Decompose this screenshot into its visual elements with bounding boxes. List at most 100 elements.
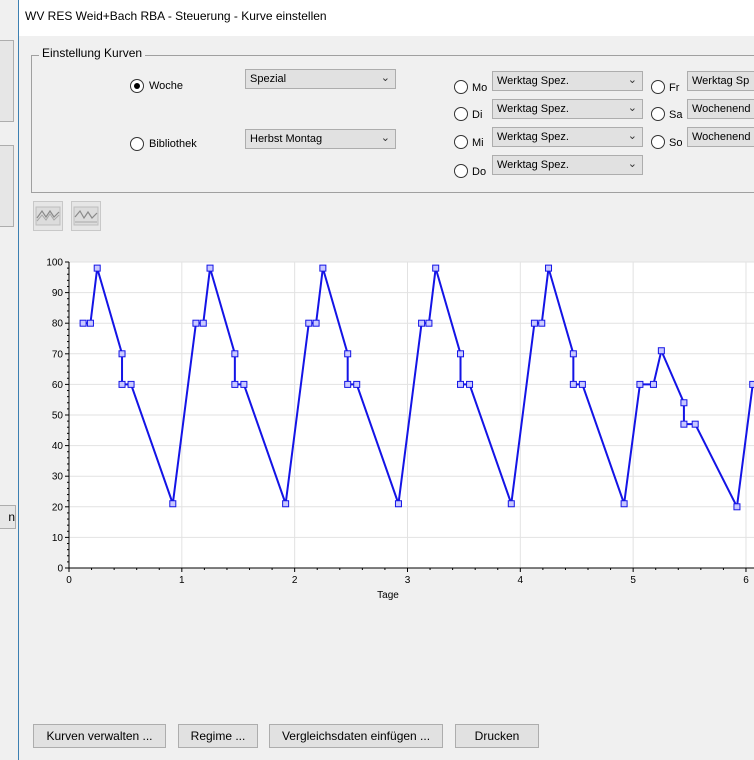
- data-point: [312, 319, 320, 327]
- day-label-fr: Fr: [669, 82, 680, 94]
- day-select-sa[interactable]: Wochenend: [687, 99, 754, 119]
- data-point: [432, 264, 440, 272]
- data-point: [240, 380, 248, 388]
- day-radio-di[interactable]: [454, 107, 468, 121]
- y-tick-label: 100: [46, 258, 63, 269]
- woche-radio[interactable]: [130, 79, 144, 93]
- curve-chart: 0 10 20 30 40 50 60 70 80 90 100 0 1 2 3 4 5 6 Tage: [46, 258, 754, 601]
- woche-label: Woche: [149, 80, 184, 92]
- day-select-do[interactable]: Werktag Spez. ⌄: [492, 155, 643, 175]
- einstellung-kurven-group: [31, 55, 754, 193]
- woche-select[interactable]: Spezial ⌄: [245, 69, 396, 89]
- curve-tool-button[interactable]: [33, 201, 63, 231]
- data-point: [319, 264, 327, 272]
- data-point: [569, 350, 577, 358]
- day-label-sa: Sa: [669, 109, 683, 121]
- data-point: [578, 380, 586, 388]
- data-point: [394, 500, 402, 508]
- data-point: [93, 264, 101, 272]
- data-point: [507, 500, 515, 508]
- day-radio-fr[interactable]: [651, 80, 665, 94]
- woche-select-value: Spezial: [250, 73, 287, 85]
- title-bar[interactable]: WV RES Weid+Bach RBA - Steuerung - Kurve…: [19, 0, 754, 36]
- curve-compare-icon: [73, 206, 99, 226]
- bibliothek-radio[interactable]: [130, 137, 144, 151]
- data-point: [466, 380, 474, 388]
- data-point: [344, 350, 352, 358]
- bibliothek-select-value: Herbst Montag: [250, 133, 323, 145]
- data-point: [169, 500, 177, 508]
- chevron-down-icon: ⌄: [627, 130, 637, 142]
- kurven-verwalten-button[interactable]: Kurven verwalten ...: [33, 724, 166, 748]
- data-point: [530, 319, 538, 327]
- day-select-di[interactable]: Werktag Spez. ⌄: [492, 99, 643, 119]
- day-radio-mi[interactable]: [454, 135, 468, 149]
- data-point: [636, 380, 644, 388]
- day-radio-do[interactable]: [454, 164, 468, 178]
- data-point: [545, 264, 553, 272]
- data-point: [353, 380, 361, 388]
- x-tick-label: 3: [405, 575, 411, 586]
- group-title: Einstellung Kurven: [39, 46, 146, 60]
- chevron-down-icon: ⌄: [627, 158, 637, 170]
- background-window: n: [0, 0, 18, 760]
- data-point: [680, 399, 688, 407]
- background-button-label: n: [8, 510, 15, 524]
- day-select-value: Werktag Spez.: [497, 131, 569, 143]
- day-radio-so[interactable]: [651, 135, 665, 149]
- vergleichsdaten-button[interactable]: Vergleichsdaten einfügen ...: [269, 724, 443, 748]
- data-point: [657, 347, 665, 355]
- data-point: [231, 350, 239, 358]
- day-select-mo[interactable]: Werktag Spez. ⌄: [492, 71, 643, 91]
- x-tick-label: 2: [292, 575, 298, 586]
- curve-tool-icon: [35, 206, 61, 226]
- day-select-mi[interactable]: Werktag Spez. ⌄: [492, 127, 643, 147]
- data-point: [569, 380, 577, 388]
- day-select-value: Wochenend: [692, 103, 751, 115]
- bibliothek-select[interactable]: Herbst Montag ⌄: [245, 129, 396, 149]
- data-point: [691, 420, 699, 428]
- y-tick-label: 30: [52, 472, 64, 483]
- x-axis-label: Tage: [377, 590, 399, 601]
- chevron-down-icon: ⌄: [627, 102, 637, 114]
- chevron-down-icon: ⌄: [380, 72, 390, 84]
- data-point: [118, 380, 126, 388]
- bibliothek-label: Bibliothek: [149, 138, 197, 150]
- day-select-value: Werktag Spez.: [497, 103, 569, 115]
- day-label-so: So: [669, 137, 683, 149]
- day-select-value: Werktag Spez.: [497, 159, 569, 171]
- day-radio-mo[interactable]: [454, 80, 468, 94]
- day-select-value: Werktag Sp: [692, 75, 750, 87]
- day-select-so[interactable]: Wochenend: [687, 127, 754, 147]
- day-select-fr[interactable]: Werktag Sp: [687, 71, 754, 91]
- data-point: [344, 380, 352, 388]
- window-title: WV RES Weid+Bach RBA - Steuerung - Kurve…: [25, 9, 327, 23]
- day-label-mo: Mo: [472, 82, 488, 94]
- data-point: [206, 264, 214, 272]
- dialog-window: WV RES Weid+Bach RBA - Steuerung - Kurve…: [18, 0, 754, 760]
- data-point: [457, 350, 465, 358]
- y-tick-label: 60: [52, 380, 64, 391]
- background-button: [0, 145, 14, 227]
- day-radio-sa[interactable]: [651, 107, 665, 121]
- data-point: [199, 319, 207, 327]
- y-tick-label: 70: [52, 349, 64, 360]
- day-select-value: Werktag Spez.: [497, 75, 569, 87]
- y-tick-label: 10: [52, 533, 64, 544]
- data-point: [127, 380, 135, 388]
- data-point: [118, 350, 126, 358]
- x-tick-label: 4: [518, 575, 524, 586]
- x-tick-label: 0: [66, 575, 72, 586]
- chevron-down-icon: ⌄: [627, 74, 637, 86]
- drucken-button[interactable]: Drucken: [455, 724, 539, 748]
- data-point: [649, 380, 657, 388]
- y-tick-label: 80: [52, 319, 64, 330]
- data-point: [192, 319, 200, 327]
- regime-button[interactable]: Regime ...: [178, 724, 258, 748]
- x-tick-label: 5: [630, 575, 636, 586]
- data-point: [79, 319, 87, 327]
- data-point: [680, 420, 688, 428]
- chevron-down-icon: ⌄: [380, 132, 390, 144]
- curve-compare-button[interactable]: [71, 201, 101, 231]
- data-point: [282, 500, 290, 508]
